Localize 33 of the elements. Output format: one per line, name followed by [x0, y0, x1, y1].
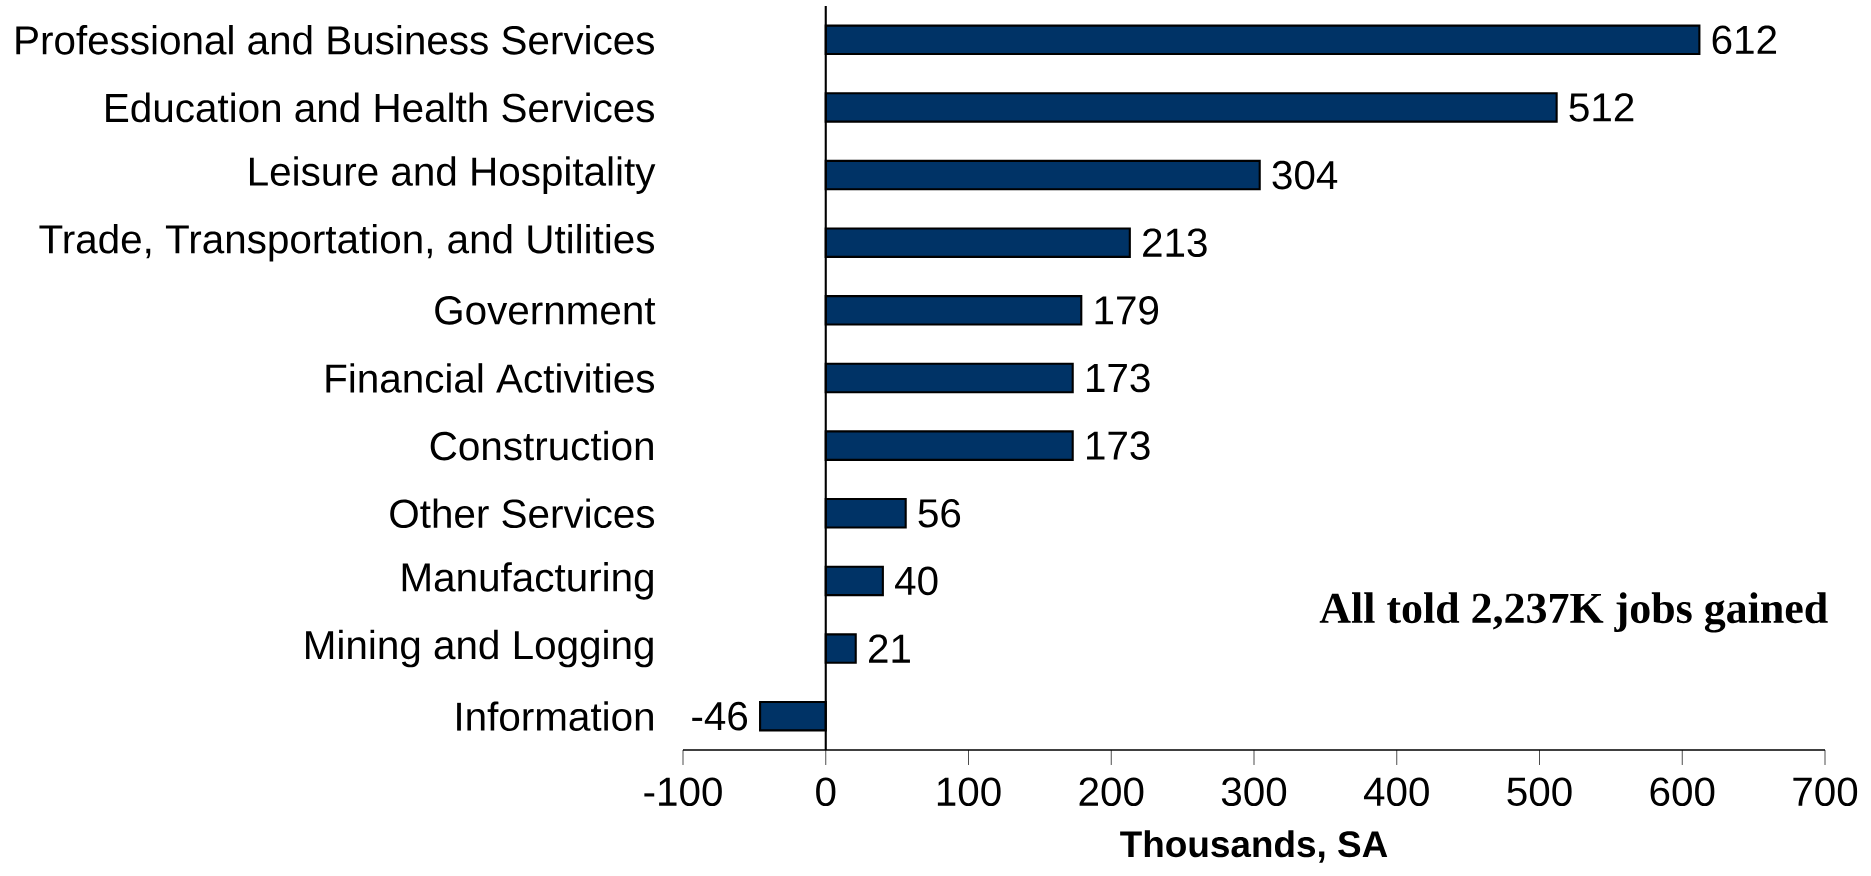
y-tick-label: Information	[457, 701, 653, 732]
data-label: 21	[869, 634, 910, 663]
data-label: -46	[692, 701, 748, 731]
data-label: 612	[1712, 25, 1777, 55]
x-tick-label: 200	[1079, 777, 1144, 807]
x-tick-label: 0	[816, 777, 836, 807]
data-label: 173	[1087, 363, 1150, 393]
data-label: 40	[895, 566, 938, 596]
y-tick-label: Professional and Business Services	[16, 24, 654, 55]
x-tick-label: 300	[1221, 777, 1287, 807]
annotation: All told 2,237K jobs gained	[1319, 592, 1828, 633]
data-label: 304	[1272, 160, 1338, 190]
y-tick-label: Construction	[430, 430, 653, 461]
y-tick-label: Trade, Transportation, and Utilities	[39, 223, 655, 262]
x-tick-label: 400	[1363, 777, 1429, 807]
data-label: 213	[1143, 228, 1207, 258]
data-label: 173	[1087, 431, 1150, 460]
data-label: 56	[918, 498, 961, 528]
data-label: 179	[1095, 296, 1159, 325]
y-tick-label: Leisure and Hospitality	[249, 156, 656, 194]
data-label: 512	[1569, 93, 1634, 122]
x-tick-label: 600	[1650, 777, 1715, 807]
x-tick-label: 100	[937, 777, 1001, 807]
x-tick-label: -100	[644, 777, 722, 807]
y-tick-label: Other Services	[390, 498, 655, 529]
y-tick-label: Financial Activities	[326, 363, 655, 393]
x-tick-label: 700	[1793, 777, 1858, 807]
y-tick-label: Manufacturing	[402, 562, 653, 600]
x-axis-title: Thousands, SA	[1120, 830, 1388, 863]
x-tick-label: 500	[1507, 777, 1572, 807]
y-tick-label: Government	[435, 296, 656, 325]
y-tick-label: Education and Health Services	[106, 92, 654, 123]
y-tick-label: Mining and Logging	[306, 629, 653, 668]
